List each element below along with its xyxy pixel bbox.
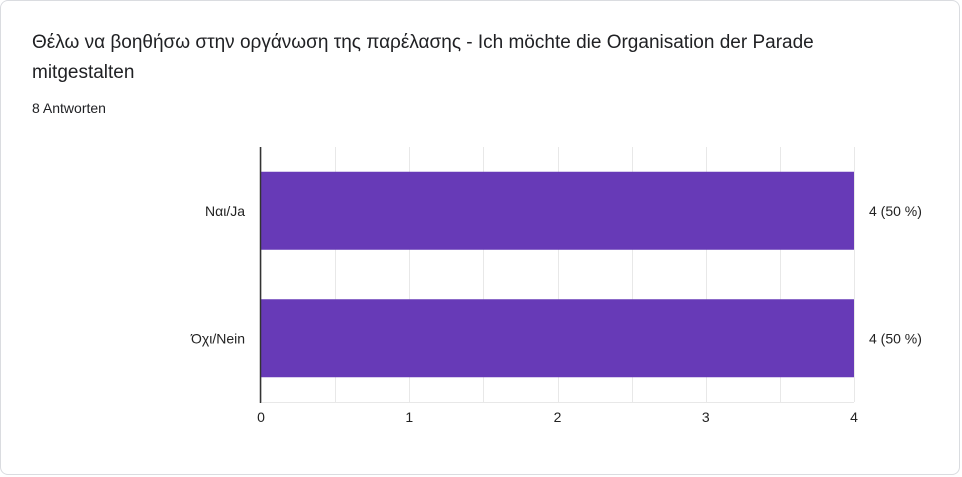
data-label: 4 (50 %) xyxy=(869,203,922,219)
response-count: 8 Antworten xyxy=(32,100,106,116)
chart-bars xyxy=(261,171,854,378)
bar-2 xyxy=(261,299,854,378)
x-tick-label: 2 xyxy=(554,409,562,425)
x-tick-label: 1 xyxy=(405,409,413,425)
question-title: Θέλω να βοηθήσω στην οργάνωση της παρέλα… xyxy=(32,32,814,83)
x-tick-label: 3 xyxy=(702,409,710,425)
chart-labels: Ναι/Ja 4 (50 %) Όχι/Nein 4 (50 %) 0 1 2 3 4 xyxy=(190,203,922,425)
x-tick-label: 0 xyxy=(257,409,265,425)
data-label: 4 (50 %) xyxy=(869,330,922,346)
category-label: Ναι/Ja xyxy=(205,203,245,219)
bar-1 xyxy=(261,171,854,250)
x-tick-label: 4 xyxy=(850,409,858,425)
category-label: Όχι/Nein xyxy=(190,330,245,346)
